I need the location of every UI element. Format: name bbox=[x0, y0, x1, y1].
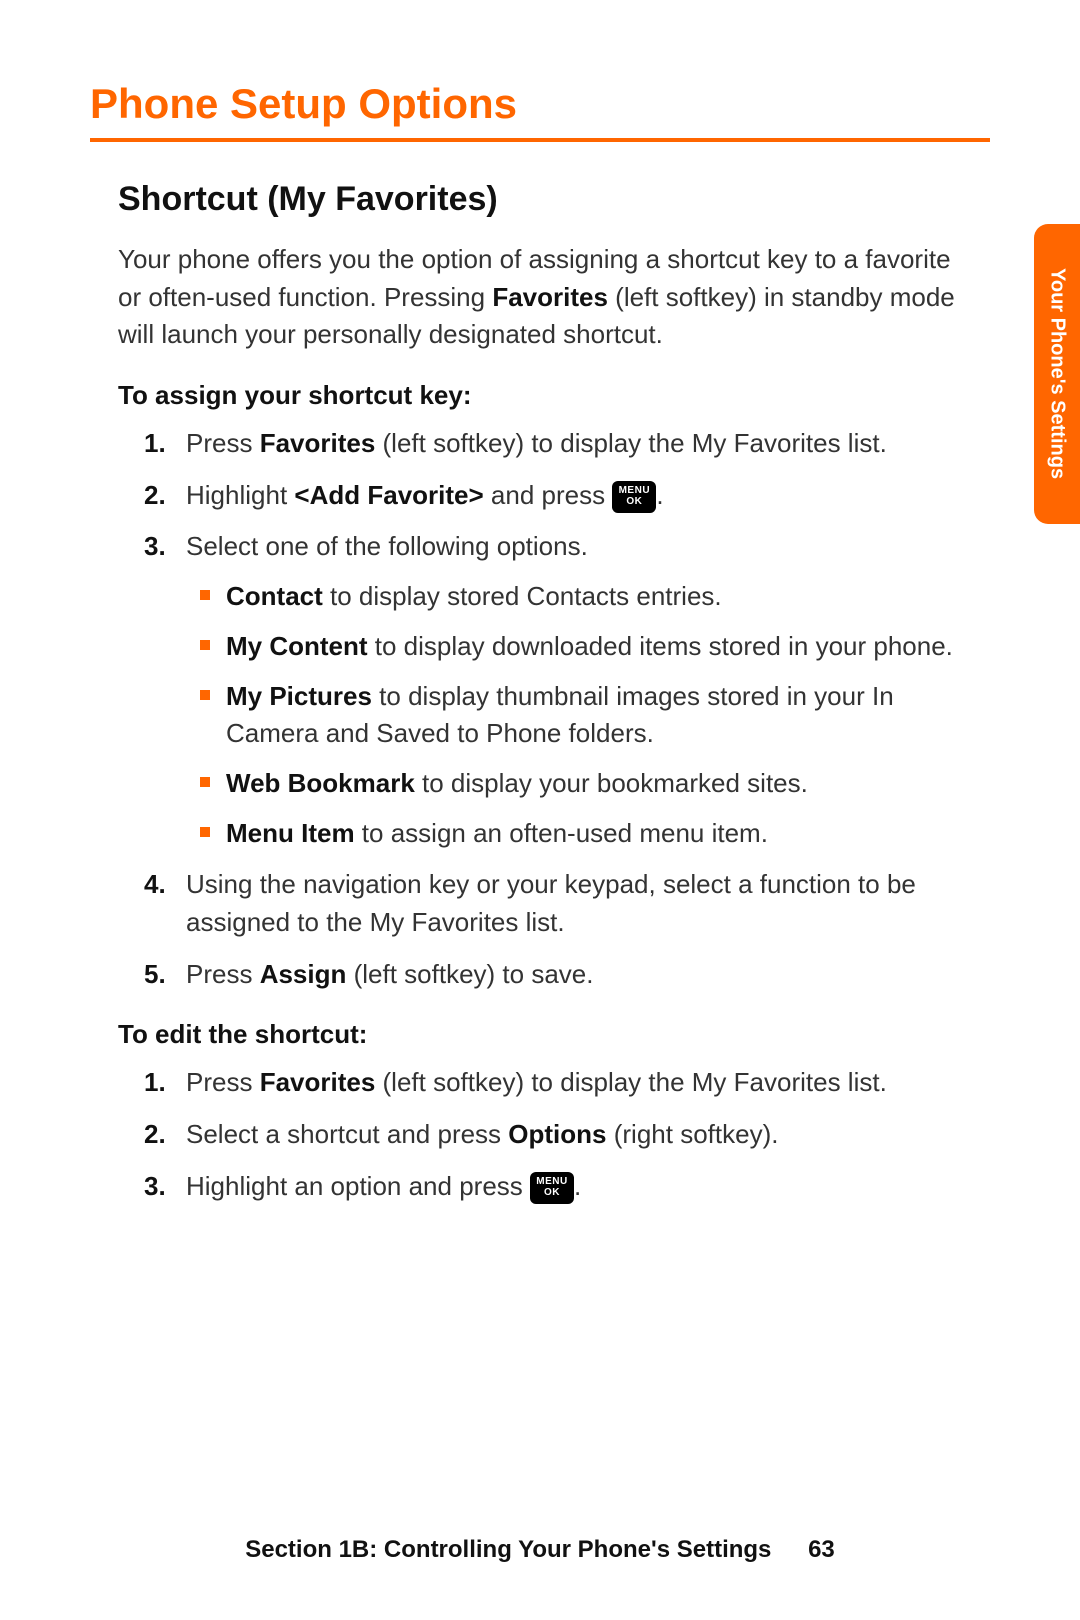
step-text-post: and press bbox=[484, 480, 613, 510]
step-text-bold: <Add Favorite> bbox=[294, 480, 483, 510]
step-text-bold: Favorites bbox=[260, 1067, 376, 1097]
step-number: 2. bbox=[144, 1116, 166, 1154]
step-text-pre: Highlight bbox=[186, 480, 294, 510]
menu-ok-icon: MENUOK bbox=[612, 481, 656, 513]
step-number: 1. bbox=[144, 425, 166, 463]
menu-ok-icon: MENUOK bbox=[530, 1172, 574, 1204]
step-number: 1. bbox=[144, 1064, 166, 1102]
option-bold: My Pictures bbox=[226, 681, 372, 711]
step-text-pre: Press bbox=[186, 1067, 260, 1097]
page-footer: Section 1B: Controlling Your Phone's Set… bbox=[0, 1536, 1080, 1564]
section-side-tab: Your Phone's Settings bbox=[1034, 224, 1080, 524]
step-number: 5. bbox=[144, 956, 166, 994]
option-text: to assign an often-used menu item. bbox=[355, 818, 768, 848]
side-tab-label: Your Phone's Settings bbox=[1046, 268, 1069, 479]
assign-step-3: 3. Select one of the following options. … bbox=[186, 528, 980, 852]
option-web-bookmark: Web Bookmark to display your bookmarked … bbox=[226, 765, 970, 803]
step-text-bold: Options bbox=[508, 1119, 606, 1149]
step-text-pre: Press bbox=[186, 959, 260, 989]
assign-steps: 1. Press Favorites (left softkey) to dis… bbox=[90, 425, 990, 993]
step-text-bold: Assign bbox=[260, 959, 347, 989]
step-number: 3. bbox=[144, 528, 166, 566]
intro-bold: Favorites bbox=[492, 282, 608, 312]
edit-step-2: 2. Select a shortcut and press Options (… bbox=[186, 1116, 980, 1154]
assign-options: Contact to display stored Contacts entri… bbox=[186, 578, 980, 852]
option-contact: Contact to display stored Contacts entri… bbox=[226, 578, 970, 616]
assign-lead: To assign your shortcut key: bbox=[118, 380, 990, 411]
step-number: 3. bbox=[144, 1168, 166, 1206]
step-text-pre: Press bbox=[186, 428, 260, 458]
step-text-bold: Favorites bbox=[260, 428, 376, 458]
assign-step-4: 4. Using the navigation key or your keyp… bbox=[186, 866, 980, 941]
step-text: Select one of the following options. bbox=[186, 531, 588, 561]
assign-step-1: 1. Press Favorites (left softkey) to dis… bbox=[186, 425, 980, 463]
step-text-tail: . bbox=[656, 480, 663, 510]
intro-paragraph: Your phone offers you the option of assi… bbox=[118, 241, 980, 354]
edit-step-3: 3. Highlight an option and press MENUOK. bbox=[186, 1168, 980, 1206]
option-bold: My Content bbox=[226, 631, 368, 661]
option-text: to display downloaded items stored in yo… bbox=[368, 631, 953, 661]
edit-steps: 1. Press Favorites (left softkey) to dis… bbox=[90, 1064, 990, 1205]
edit-lead: To edit the shortcut: bbox=[118, 1019, 990, 1050]
edit-step-1: 1. Press Favorites (left softkey) to dis… bbox=[186, 1064, 980, 1102]
option-bold: Web Bookmark bbox=[226, 768, 415, 798]
step-text-tail: . bbox=[574, 1171, 581, 1201]
step-text-pre: Highlight an option and press bbox=[186, 1171, 530, 1201]
step-text-post: (right softkey). bbox=[607, 1119, 779, 1149]
footer-page-number: 63 bbox=[808, 1536, 835, 1563]
option-bold: Menu Item bbox=[226, 818, 355, 848]
page-title: Phone Setup Options bbox=[90, 80, 990, 142]
footer-section: Section 1B: Controlling Your Phone's Set… bbox=[245, 1536, 771, 1563]
option-my-pictures: My Pictures to display thumbnail images … bbox=[226, 678, 970, 753]
option-text: to display your bookmarked sites. bbox=[415, 768, 808, 798]
section-subtitle: Shortcut (My Favorites) bbox=[118, 180, 990, 219]
document-page: Your Phone's Settings Phone Setup Option… bbox=[0, 0, 1080, 1620]
step-text-post: (left softkey) to display the My Favorit… bbox=[375, 428, 887, 458]
step-number: 2. bbox=[144, 477, 166, 515]
option-menu-item: Menu Item to assign an often-used menu i… bbox=[226, 815, 970, 853]
step-text: Using the navigation key or your keypad,… bbox=[186, 869, 916, 937]
step-number: 4. bbox=[144, 866, 166, 904]
option-text: to display stored Contacts entries. bbox=[323, 581, 722, 611]
step-text-post: (left softkey) to save. bbox=[346, 959, 593, 989]
option-my-content: My Content to display downloaded items s… bbox=[226, 628, 970, 666]
assign-step-5: 5. Press Assign (left softkey) to save. bbox=[186, 956, 980, 994]
step-text-post: (left softkey) to display the My Favorit… bbox=[375, 1067, 887, 1097]
step-text-pre: Select a shortcut and press bbox=[186, 1119, 508, 1149]
option-bold: Contact bbox=[226, 581, 323, 611]
assign-step-2: 2. Highlight <Add Favorite> and press ME… bbox=[186, 477, 980, 515]
